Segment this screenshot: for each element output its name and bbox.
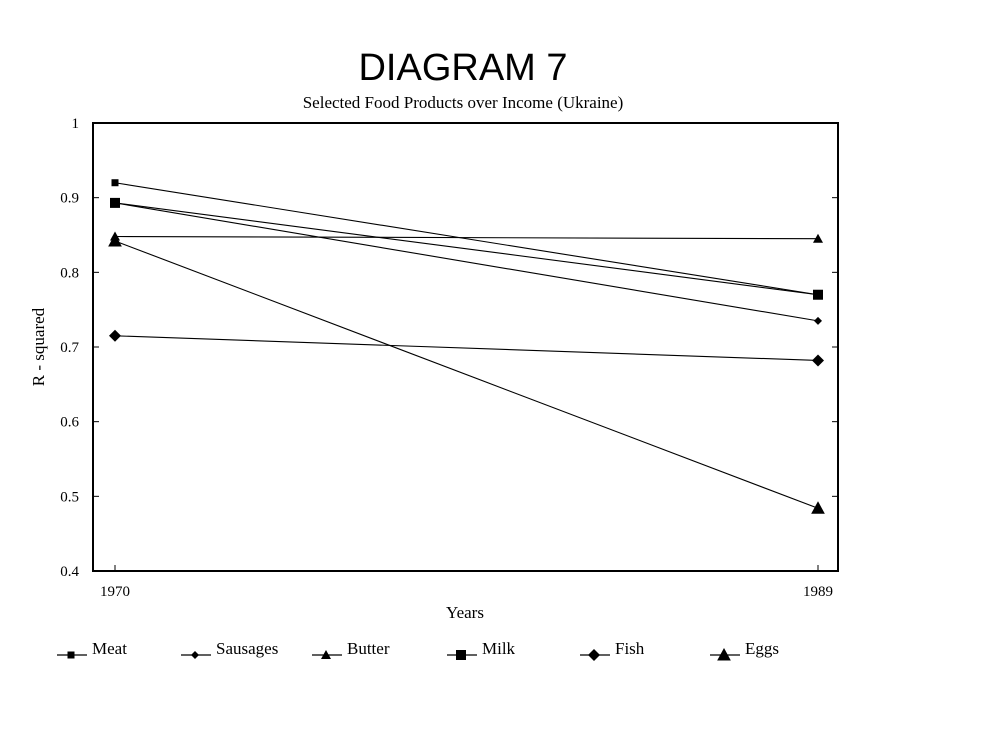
series-eggs-point-marker: [108, 233, 122, 247]
series-fish-point-marker: [812, 354, 824, 367]
series-line-meat: [114, 182, 819, 296]
series-layer: [108, 179, 825, 514]
series-sausages: [111, 198, 822, 325]
series-sausages-point-marker: [814, 316, 822, 325]
series-fish-point-marker: [109, 329, 121, 342]
legend-label: Eggs: [745, 639, 779, 658]
series-fish: [109, 329, 824, 367]
y-tick-label: 0.8: [60, 265, 79, 281]
chart-subtitle: Selected Food Products over Income (Ukra…: [303, 93, 624, 112]
series-eggs-point-marker: [811, 501, 825, 514]
legend-item-fish: Fish: [580, 639, 645, 661]
series-line-eggs: [114, 240, 819, 509]
legend-item-sausages: Sausages: [181, 639, 278, 659]
legend-label: Butter: [347, 639, 390, 658]
series-line-butter: [114, 235, 819, 240]
y-axis-label: R - squared: [29, 307, 48, 386]
x-axis-label: Years: [446, 603, 484, 622]
legend-milk-marker: [456, 650, 466, 660]
series-milk-point-marker: [813, 289, 823, 300]
y-tick-label: 0.9: [60, 191, 79, 207]
y-axis: 1 0.9 0.8 0.7 0.6 0.5 0.4: [60, 116, 838, 580]
legend-fish-marker: [588, 649, 600, 661]
y-tick-label: 0.6: [60, 415, 79, 431]
legend-eggs-marker: [717, 647, 731, 661]
plot-frame: [92, 122, 839, 572]
y-tick-label: 0.7: [60, 340, 79, 356]
series-line-milk: [114, 202, 819, 296]
legend: Meat Sausages Butter Milk Fish Eggs: [57, 639, 779, 661]
legend-butter-marker: [321, 650, 331, 659]
legend-label: Meat: [92, 639, 127, 658]
y-tick-label: 0.5: [60, 489, 79, 505]
series-milk-point-marker: [110, 197, 120, 208]
legend-item-meat: Meat: [57, 639, 127, 659]
series-line-fish: [114, 335, 819, 361]
y-tick-label: 0.4: [60, 564, 79, 580]
chart-title: DIAGRAM 7: [358, 47, 567, 89]
series-milk: [110, 197, 823, 300]
x-tick-label: 1970: [100, 584, 130, 600]
legend-sausages-marker: [191, 651, 199, 659]
legend-item-butter: Butter: [312, 639, 390, 659]
legend-label: Milk: [482, 639, 516, 658]
series-eggs: [108, 233, 825, 514]
x-axis: 1970 1989: [100, 565, 833, 600]
series-line-sausages: [114, 202, 819, 322]
legend-label: Fish: [615, 639, 645, 658]
legend-meat-marker: [67, 651, 75, 659]
y-tick-label: 1: [72, 116, 80, 132]
legend-item-eggs: Eggs: [710, 639, 779, 661]
x-tick-label: 1989: [803, 584, 833, 600]
series-butter-point-marker: [813, 233, 823, 243]
legend-label: Sausages: [216, 639, 278, 658]
series-meat-point-marker: [111, 179, 119, 187]
legend-item-milk: Milk: [447, 639, 516, 660]
series-butter: [110, 231, 823, 243]
